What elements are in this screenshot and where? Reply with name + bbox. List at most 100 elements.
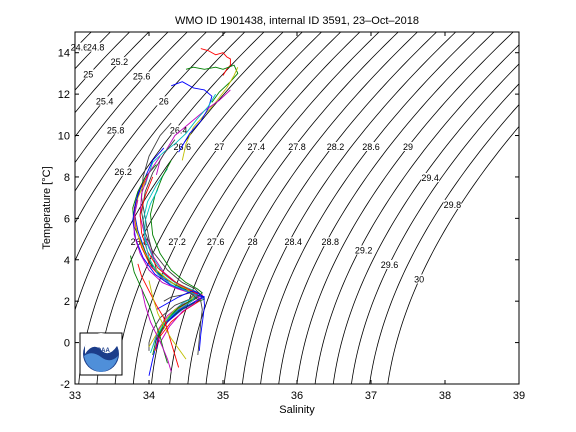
density-contour-line xyxy=(96,32,303,384)
x-tick-label: 39 xyxy=(513,390,525,402)
y-axis-ticks: -2 0 2 4 6 8 10 12 14 xyxy=(58,48,519,391)
x-tick-label: 36 xyxy=(291,390,303,402)
x-tick-label: 34 xyxy=(143,390,155,402)
contour-label-bg xyxy=(106,125,125,135)
contour-label: 25.8 xyxy=(107,125,125,135)
contour-label-bg xyxy=(443,199,462,209)
profile-line xyxy=(148,280,187,360)
profile-lines xyxy=(130,48,239,376)
profile-line xyxy=(163,292,203,356)
density-contour-line xyxy=(278,32,495,384)
contour-label: 29 xyxy=(403,142,413,152)
profile-line xyxy=(141,139,202,343)
contour-label-bg xyxy=(110,57,129,67)
y-tick-label: 4 xyxy=(64,255,70,267)
contour-label-bg xyxy=(70,42,89,52)
contour-label-bg xyxy=(114,166,133,176)
contour-label: 25.4 xyxy=(96,96,114,106)
contour-label: 29.2 xyxy=(355,246,373,256)
noaa-logo-text: NOAA xyxy=(92,348,110,354)
noaa-logo-bird xyxy=(85,333,117,354)
contour-label: 26.6 xyxy=(174,142,192,152)
contour-label: 28.8 xyxy=(322,237,340,247)
x-tick-label: 38 xyxy=(439,390,451,402)
contour-label: 24.6 xyxy=(71,43,89,53)
contour-label-bg xyxy=(284,237,303,247)
contour-label-bg xyxy=(421,173,440,182)
contour-label: 27.4 xyxy=(248,142,266,152)
contour-label-bg xyxy=(354,245,373,255)
density-contour-line xyxy=(187,32,399,384)
contour-label-bg xyxy=(154,96,173,106)
noaa-logo-wave xyxy=(84,353,118,372)
contour-label: 30 xyxy=(414,275,424,285)
density-contour-line xyxy=(114,32,322,384)
x-tick-label: 35 xyxy=(217,390,229,402)
density-contour-line xyxy=(78,32,284,384)
density-contour-line xyxy=(332,63,519,384)
contour-label-bg xyxy=(130,237,149,247)
profile-line xyxy=(133,199,200,343)
density-contour-line xyxy=(75,32,226,224)
y-tick-label: 8 xyxy=(64,172,70,184)
density-contour-line xyxy=(75,32,246,262)
profile-line xyxy=(156,290,205,351)
density-contour-line xyxy=(205,32,418,384)
density-contour-line xyxy=(223,32,437,384)
density-contour-line xyxy=(75,32,265,312)
profile-line xyxy=(139,155,202,347)
profile-line xyxy=(150,160,203,339)
y-tick-label: -2 xyxy=(60,379,70,391)
profile-line xyxy=(171,81,213,153)
contour-label: 28.2 xyxy=(327,142,345,152)
contour-label: 29.4 xyxy=(421,173,439,183)
density-contour-line xyxy=(75,32,150,114)
x-tick-label: 33 xyxy=(69,390,81,402)
density-contour-line xyxy=(241,32,457,384)
density-contour-line xyxy=(132,32,341,384)
contour-label: 28.6 xyxy=(362,142,380,152)
contour-label-bg xyxy=(380,260,399,269)
contour-label: 27.6 xyxy=(207,237,225,247)
contour-label-bg xyxy=(132,71,151,81)
contour-label: 29.6 xyxy=(381,260,399,270)
density-contour-line xyxy=(369,104,519,384)
density-contour-line xyxy=(75,32,169,138)
contour-label: 26.8 xyxy=(131,237,149,247)
x-axis-ticks: 33 34 35 36 37 38 39 xyxy=(69,32,525,402)
profile-line xyxy=(144,189,197,354)
profile-line xyxy=(185,64,239,103)
contour-label: 26.2 xyxy=(114,167,132,177)
contour-label-bg xyxy=(210,142,229,151)
contour-label-bg xyxy=(168,237,187,247)
contour-label-bg xyxy=(247,142,266,151)
profile-line xyxy=(181,67,239,161)
contour-label-bg xyxy=(399,142,417,151)
contour-label-bg xyxy=(169,125,188,135)
y-tick-label: 6 xyxy=(64,213,70,225)
y-tick-label: 14 xyxy=(58,48,70,60)
density-contour-line xyxy=(75,32,188,164)
contour-label: 27.8 xyxy=(288,142,306,152)
chart-title: WMO ID 1901438, internal ID 3591, 23–Oct… xyxy=(175,15,419,27)
noaa-logo: NOAA xyxy=(79,332,123,376)
contour-label: 25.6 xyxy=(133,72,151,82)
x-axis-label: Salinity xyxy=(279,404,315,416)
profile-line xyxy=(144,93,216,186)
y-tick-label: 0 xyxy=(64,338,70,350)
contour-label-bg xyxy=(288,142,306,151)
y-tick-label: 12 xyxy=(58,89,70,101)
contour-label-bg xyxy=(95,96,114,106)
profile-line xyxy=(133,180,196,347)
contour-label: 25.2 xyxy=(111,57,129,67)
density-contour-line xyxy=(75,32,207,192)
profile-line xyxy=(141,288,172,372)
contour-label-bg xyxy=(86,42,105,52)
contour-label: 28 xyxy=(248,237,258,247)
contour-label-bg xyxy=(206,237,225,247)
y-tick-label: 2 xyxy=(64,296,70,308)
contour-label: 27.2 xyxy=(168,237,186,247)
y-tick-label: 10 xyxy=(58,131,70,143)
contour-label-bg xyxy=(321,237,340,247)
